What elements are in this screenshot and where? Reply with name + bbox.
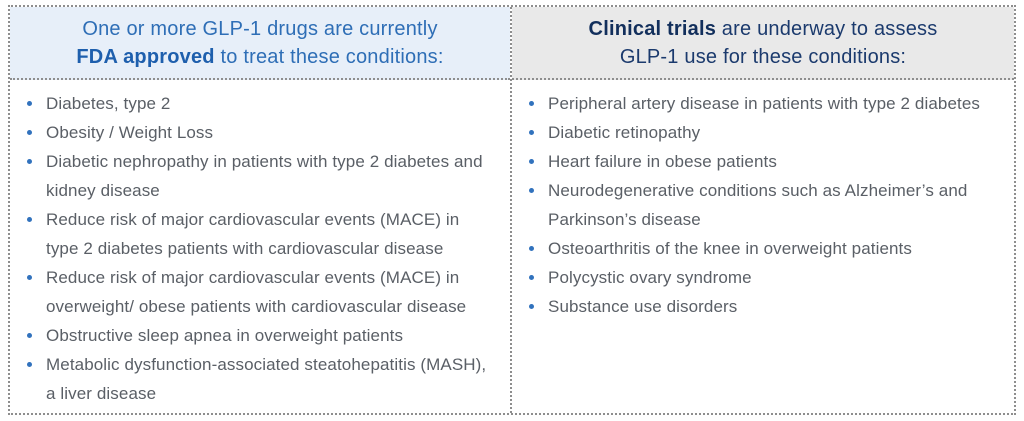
- list-item: Neurodegenerative conditions such as Alz…: [512, 176, 1000, 234]
- trials-header-line2: GLP-1 use for these conditions:: [512, 43, 1014, 71]
- list-item: Reduce risk of major cardiovascular even…: [10, 263, 496, 321]
- list-item: Obstructive sleep apnea in overweight pa…: [10, 321, 496, 350]
- fda-approved-bold-text: FDA approved: [76, 45, 215, 68]
- list-item: Peripheral artery disease in patients wi…: [512, 89, 1000, 118]
- list-item: Diabetes, type 2: [10, 89, 496, 118]
- list-item: Osteoarthritis of the knee in overweight…: [512, 234, 1000, 263]
- clinical-trials-bold-text: Clinical trials: [588, 17, 717, 40]
- list-item: Substance use disorders: [512, 292, 1000, 321]
- column-clinical-trials: Clinical trials are underway to assess G…: [512, 7, 1014, 413]
- clinical-trials-header: Clinical trials are underway to assess G…: [512, 7, 1014, 80]
- trials-header-line1: Clinical trials are underway to assess: [512, 15, 1014, 43]
- trials-header-line2-text: GLP-1 use for these conditions:: [619, 45, 907, 68]
- trials-header-line1-rest: are underway to assess: [716, 17, 938, 40]
- fda-header-line2-rest: to treat these conditions:: [214, 45, 444, 68]
- list-item: Diabetic nephropathy in patients with ty…: [10, 147, 496, 205]
- list-item: Heart failure in obese patients: [512, 147, 1000, 176]
- list-item: Obesity / Weight Loss: [10, 118, 496, 147]
- fda-header-line1: One or more GLP-1 drugs are currently: [10, 15, 510, 43]
- fda-approved-list: Diabetes, type 2 Obesity / Weight Loss D…: [10, 80, 510, 413]
- list-item: Polycystic ovary syndrome: [512, 263, 1000, 292]
- list-item: Diabetic retinopathy: [512, 118, 1000, 147]
- list-item: Metabolic dysfunction-associated steatoh…: [10, 350, 496, 408]
- fda-approved-header: One or more GLP-1 drugs are currently FD…: [10, 7, 510, 80]
- column-fda-approved: One or more GLP-1 drugs are currently FD…: [10, 7, 512, 413]
- list-item: Reduce risk of major cardiovascular even…: [10, 205, 496, 263]
- fda-header-line2: FDA approved to treat these conditions:: [10, 43, 510, 71]
- fda-header-line1-text: One or more GLP-1 drugs are currently: [82, 17, 438, 40]
- glp1-comparison-table: One or more GLP-1 drugs are currently FD…: [8, 5, 1016, 415]
- clinical-trials-list: Peripheral artery disease in patients wi…: [512, 80, 1014, 413]
